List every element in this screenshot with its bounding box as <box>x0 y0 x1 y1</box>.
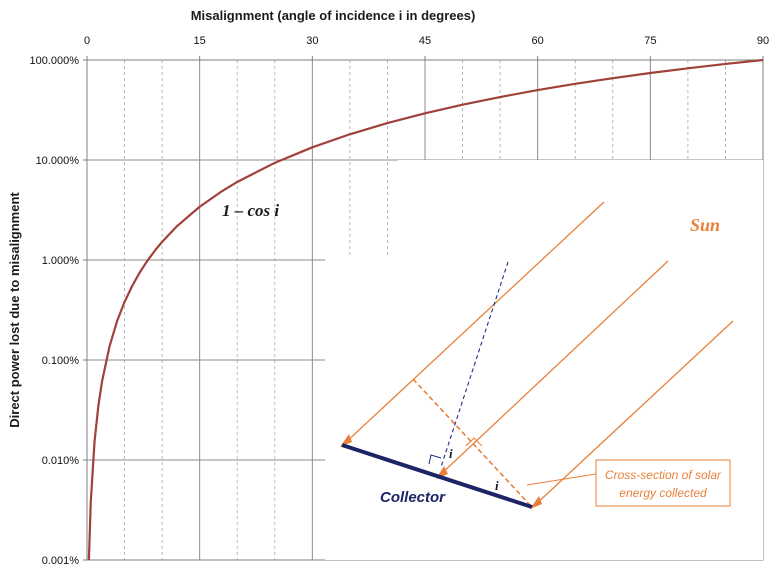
series-layer <box>87 58 764 561</box>
series-line-0 <box>87 58 764 561</box>
callout-leader <box>526 473 597 486</box>
collector-normal-line <box>440 261 509 468</box>
collector-diagram: Sun Collector i i Cross-section of solar… <box>340 201 734 509</box>
chart-title: Misalignment (angle of incidence i in de… <box>191 8 476 23</box>
x-tick-label-60: 60 <box>532 35 544 47</box>
angle-label-normal: i <box>449 446 453 461</box>
y-tick-label-5: 100.000% <box>29 55 79 67</box>
x-tick-label-30: 30 <box>306 35 318 47</box>
cross-section-line <box>412 378 531 506</box>
sun-ray-2 <box>438 260 669 477</box>
y-tick-label-1: 0.010% <box>42 455 80 467</box>
sun-ray-3 <box>533 320 734 507</box>
y-tick-label-2: 0.100% <box>42 355 80 367</box>
normal-right-angle <box>428 454 442 465</box>
sun-ray-3-arrowhead <box>530 496 542 509</box>
y-tick-label-4: 10.000% <box>36 155 80 167</box>
collector-label: Collector <box>380 489 446 506</box>
x-tick-label-75: 75 <box>644 35 656 47</box>
x-tick-label-90: 90 <box>757 35 769 47</box>
y-tick-label-3: 1.000% <box>42 255 80 267</box>
x-tick-label-0: 0 <box>84 35 90 47</box>
callout-text-line2: energy collected <box>619 486 707 500</box>
label-layer: Misalignment (angle of incidence i in de… <box>7 8 475 428</box>
x-tick-label-15: 15 <box>194 35 206 47</box>
angle-label-cross-section: i <box>495 478 499 493</box>
collector-bar <box>341 443 533 509</box>
cross-section-right-angle <box>465 437 483 447</box>
callout-text-line1: Cross-section of solar <box>605 468 722 482</box>
y-axis-label: Direct power lost due to misalignment <box>7 192 22 428</box>
callout-box <box>595 459 731 507</box>
sun-ray-1 <box>343 201 605 445</box>
x-tick-label-45: 45 <box>419 35 431 47</box>
y-tick-label-0: 0.001% <box>42 555 80 567</box>
curve-label: 1 – cos i <box>222 201 279 220</box>
sun-label: Sun <box>690 215 720 235</box>
